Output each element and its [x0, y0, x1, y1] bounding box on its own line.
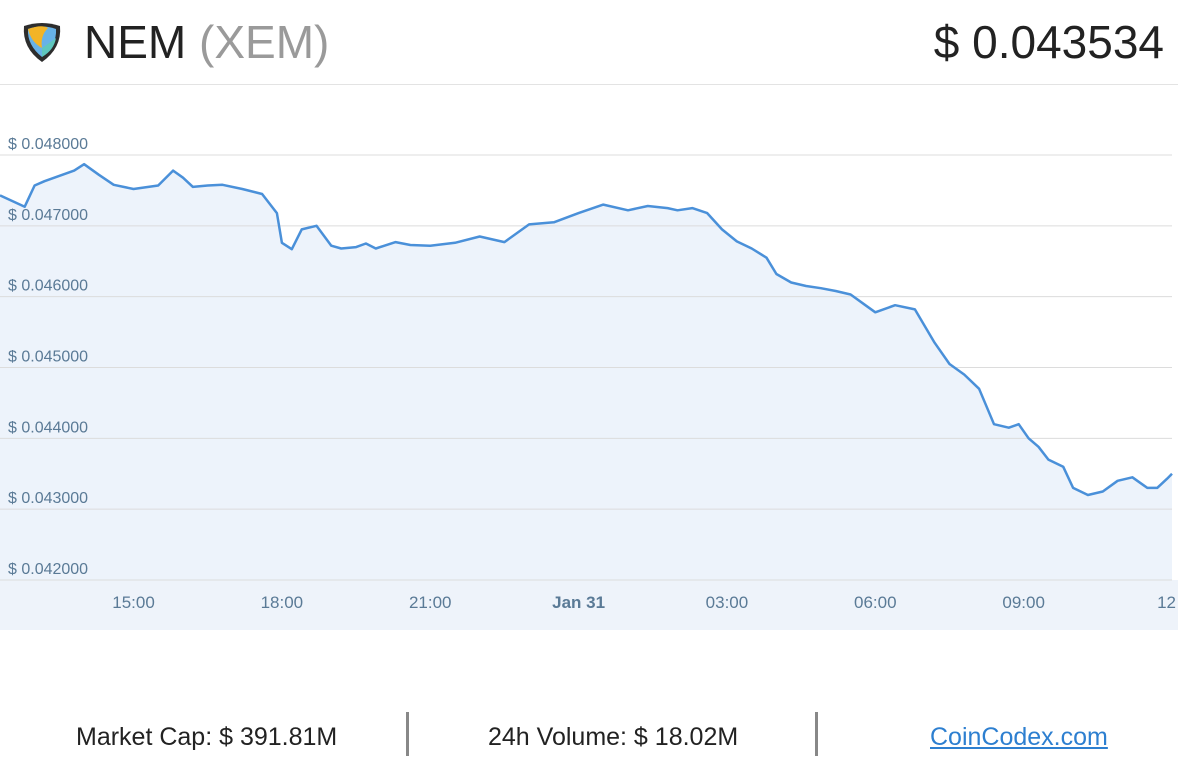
y-tick-label: $ 0.044000: [8, 419, 88, 436]
x-tick-label: 12: [1157, 593, 1176, 612]
footer-separator: [815, 712, 818, 756]
x-tick-label: 09:00: [1002, 593, 1045, 612]
nem-logo-icon: [23, 23, 61, 62]
x-tick-label: Jan 31: [552, 593, 605, 612]
series-area: [0, 164, 1172, 580]
y-tick-label: $ 0.045000: [8, 349, 88, 366]
x-tick-label: 21:00: [409, 593, 452, 612]
x-tick-label: 03:00: [706, 593, 749, 612]
series-line: [0, 162, 1173, 497]
coin-symbol: (XEM): [199, 16, 330, 68]
x-tick-label: 06:00: [854, 593, 897, 612]
header-divider: [0, 84, 1178, 85]
y-tick-label: $ 0.048000: [8, 136, 88, 153]
x-tick-label: 18:00: [261, 593, 304, 612]
y-tick-label: $ 0.042000: [8, 561, 88, 578]
header: NEM (XEM) $ 0.043534: [0, 0, 1178, 84]
coincodex-link[interactable]: CoinCodex.com: [930, 723, 1108, 751]
price-chart: $ 0.042000 $ 0.043000 $ 0.044000 $ 0.045000…: [0, 136, 1178, 630]
volume-24h: 24h Volume: $ 18.02M: [488, 723, 739, 751]
y-tick-label: $ 0.047000: [8, 207, 88, 224]
coin-name: NEM: [84, 16, 187, 68]
y-tick-label: $ 0.046000: [8, 278, 88, 295]
x-tick-label: 15:00: [112, 593, 155, 612]
x-axis-band: [0, 580, 1178, 630]
footer-separator: [406, 712, 409, 756]
footer: Market Cap: $ 391.81M 24h Volume: $ 18.0…: [0, 712, 1178, 762]
market-cap: Market Cap: $ 391.81M: [76, 723, 338, 751]
current-price: $ 0.043534: [933, 16, 1164, 68]
y-tick-label: $ 0.043000: [8, 490, 88, 507]
coin-title: NEM (XEM): [84, 12, 329, 72]
